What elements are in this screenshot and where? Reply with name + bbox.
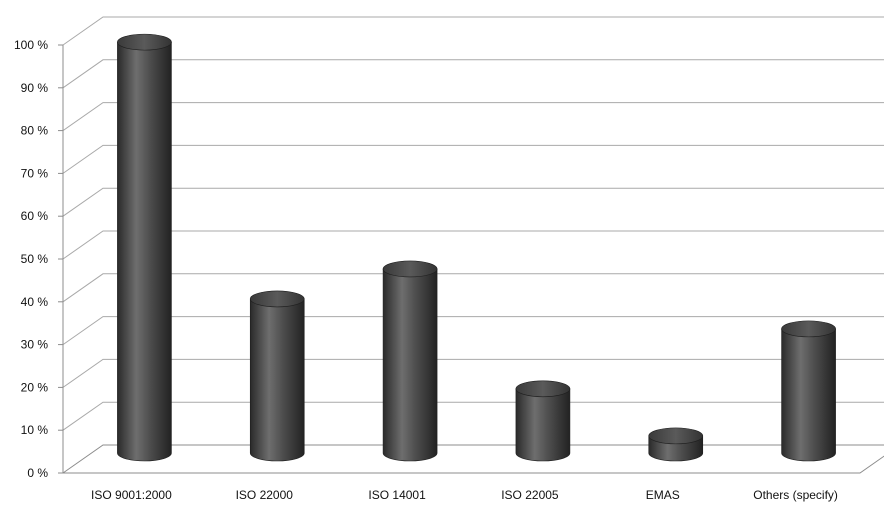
- y-tick-label: 0 %: [27, 466, 48, 480]
- y-tick-label: 80 %: [21, 124, 49, 138]
- y-tick-label: 100 %: [14, 38, 48, 52]
- bar-cap: [781, 320, 836, 338]
- gridline: [62, 102, 884, 132]
- x-axis-tick-labels: ISO 9001:2000 ISO 22000 ISO 14001 ISO 22005…: [91, 488, 838, 502]
- bar: [648, 427, 704, 462]
- bar: [117, 33, 172, 462]
- x-tick-label: ISO 14001: [368, 488, 426, 502]
- gridline: [62, 230, 884, 260]
- y-axis-tick-labels: 0 % 10 % 20 % 30 % 40 % 50 % 60 % 70 % 80 % 90 % 1…: [14, 38, 48, 480]
- bar: [781, 320, 836, 462]
- axes: [58, 44, 884, 474]
- y-tick-label: 10 %: [21, 423, 49, 437]
- bar-cap: [117, 33, 172, 51]
- bar-cap: [249, 290, 305, 308]
- bar-body: [117, 41, 172, 462]
- gridline: [62, 401, 884, 431]
- gridline: [62, 144, 884, 174]
- bar-body: [781, 328, 836, 462]
- bar-cap: [382, 260, 438, 278]
- bar-body: [382, 268, 438, 462]
- gridlines: [62, 16, 884, 431]
- bar: [249, 290, 305, 462]
- x-tick-label: Others (specify): [753, 488, 838, 502]
- y-tick-label: 50 %: [21, 252, 49, 266]
- y-tick-label: 70 %: [21, 166, 49, 180]
- gridline: [62, 16, 884, 46]
- x-tick-label: EMAS: [646, 488, 680, 502]
- bars: [117, 33, 836, 462]
- bar-cap: [515, 380, 571, 398]
- gridline: [62, 273, 884, 303]
- y-tick-label: 30 %: [21, 338, 49, 352]
- y-tick-label: 60 %: [21, 209, 49, 223]
- x-tick-label: ISO 22000: [236, 488, 294, 502]
- chart-floor: [61, 444, 884, 474]
- x-tick-label: ISO 22005: [501, 488, 559, 502]
- gridline: [62, 316, 884, 346]
- y-tick-label: 90 %: [21, 81, 49, 95]
- y-tick-label: 20 %: [21, 380, 49, 394]
- y-tick-label: 40 %: [21, 295, 49, 309]
- bar-body: [515, 388, 571, 462]
- gridline: [62, 59, 884, 89]
- gridline: [62, 187, 884, 217]
- bar: [515, 380, 571, 462]
- bar: [382, 260, 438, 462]
- gridline: [62, 358, 884, 388]
- bar-cap: [648, 427, 704, 445]
- bar-body: [249, 298, 305, 462]
- x-tick-label: ISO 9001:2000: [91, 488, 172, 502]
